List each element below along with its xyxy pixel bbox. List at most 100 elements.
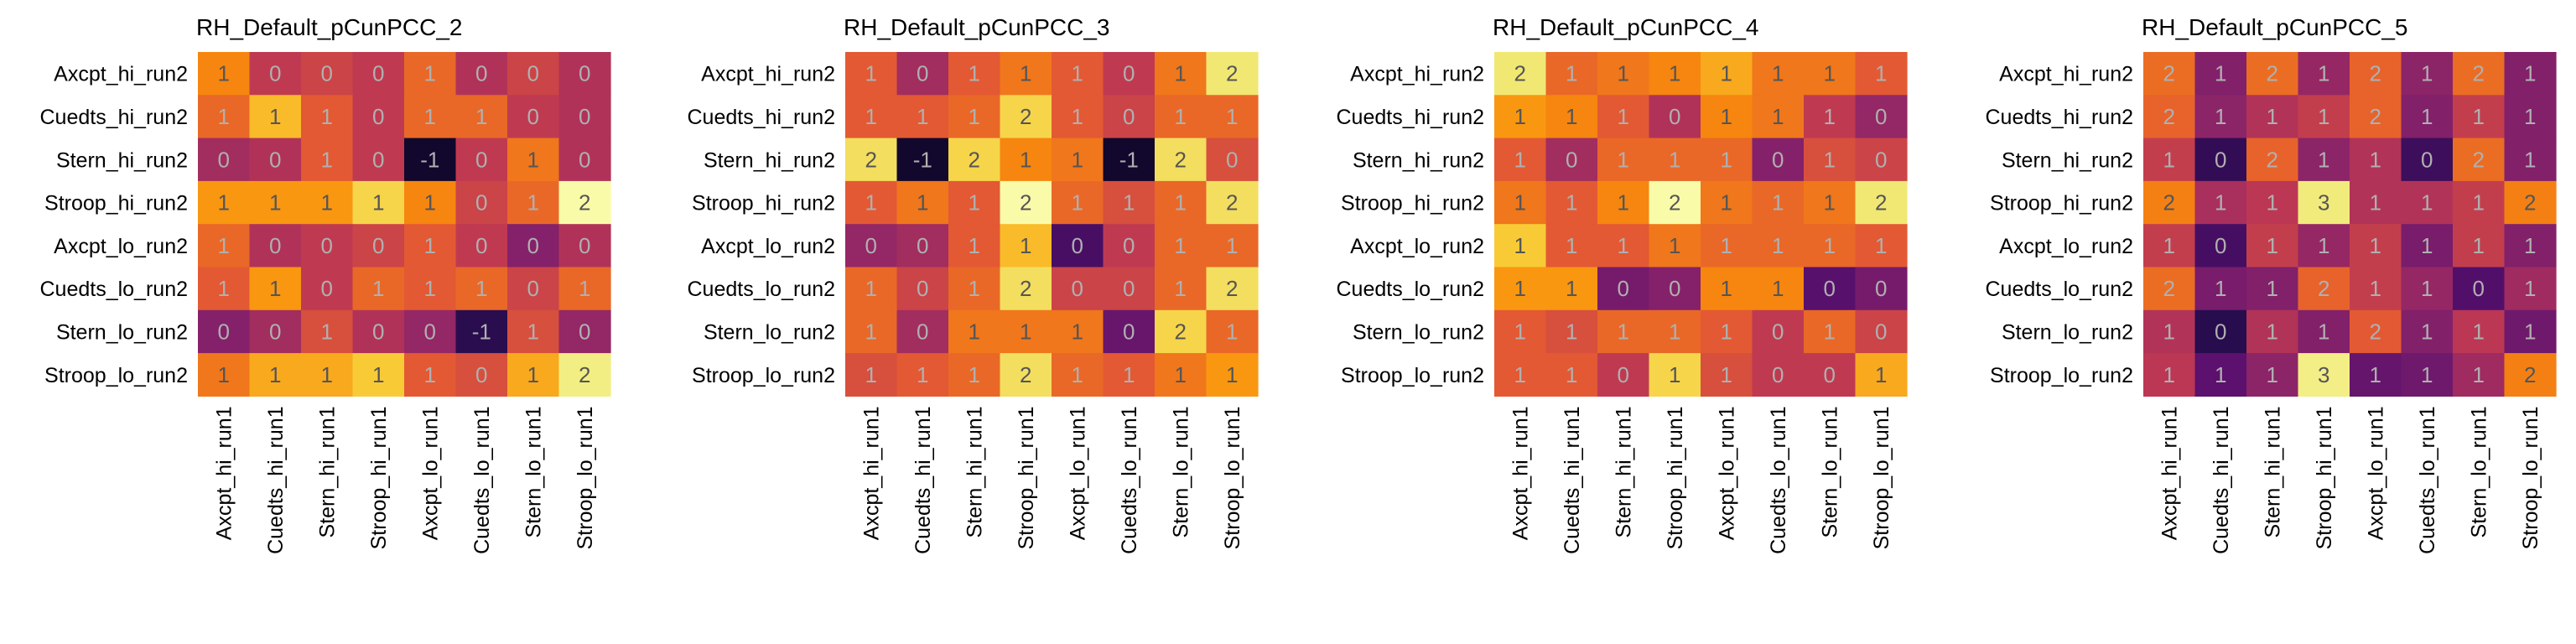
heatmap-cell — [301, 267, 354, 311]
cell-value-label: 1 — [1072, 147, 1083, 172]
cell-value-label: 2 — [865, 147, 877, 172]
cell-value-label: 0 — [372, 233, 384, 258]
heatmap-cell — [507, 180, 560, 225]
cell-value-label: 1 — [2318, 104, 2329, 129]
heatmap-cell — [1752, 353, 1805, 397]
cell-value-label: 1 — [218, 362, 230, 387]
heatmap-cell — [1701, 224, 1753, 268]
cell-value-label: 0 — [1226, 147, 1238, 172]
cell-value-label: 0 — [372, 147, 384, 172]
heatmap-cell — [845, 95, 898, 139]
heatmap-cell — [2246, 353, 2299, 397]
cell-value-label: 1 — [1772, 61, 1784, 86]
cell-value-label: 2 — [1875, 190, 1887, 216]
heatmap-cell — [2246, 224, 2299, 268]
cell-value-label: 0 — [1123, 104, 1135, 129]
cell-value-label: 2 — [2370, 104, 2381, 129]
cell-value-label: 1 — [1669, 61, 1680, 86]
cell-value-label: 1 — [2421, 190, 2433, 216]
heatmap-cell — [249, 309, 302, 354]
heatmap-cell — [1701, 267, 1753, 311]
heatmap-cell — [2246, 180, 2299, 225]
cell-value-label: 1 — [1618, 190, 1629, 216]
cell-value-label: 0 — [1875, 319, 1887, 344]
heatmap-panel: RH_Default_pCunPCC_5 2 1 2 1 2 1 2 1 2 1 1 1 2 1 1 1 1 0 2 1… — [1985, 14, 2557, 554]
cell-value-label: 0 — [321, 233, 333, 258]
y-tick-label: Cuedts_lo_run2 — [1336, 278, 1484, 301]
heatmap-cell — [2453, 138, 2506, 182]
cell-value-label: 1 — [1072, 362, 1083, 387]
heatmap-cell — [2504, 309, 2557, 354]
heatmap-cell — [404, 224, 457, 268]
heatmap-cell — [1494, 267, 1547, 311]
cell-value-label: 2 — [2163, 190, 2175, 216]
heatmap-cell — [1855, 309, 1908, 354]
heatmap-cell — [948, 138, 1001, 182]
y-tick-label: Stern_lo_run2 — [704, 320, 835, 344]
cell-value-label: 1 — [1721, 104, 1732, 129]
heatmap-cell — [558, 52, 611, 96]
heatmap-cell — [1701, 309, 1753, 354]
cell-value-label: 0 — [475, 233, 487, 258]
heatmap-cell — [896, 180, 949, 225]
cell-value-label: 1 — [218, 61, 230, 86]
cell-value-label: 0 — [475, 61, 487, 86]
cell-value-label: 1 — [1072, 319, 1083, 344]
cell-value-label: 1 — [1772, 190, 1784, 216]
cell-value-label: 2 — [2370, 319, 2381, 344]
heatmap-cell — [1000, 138, 1052, 182]
cell-value-label: 1 — [2318, 319, 2329, 344]
heatmap-cell — [352, 309, 405, 354]
heatmap-cell — [249, 224, 302, 268]
heatmap-cell — [1597, 138, 1650, 182]
cell-value-label: -1 — [913, 147, 932, 172]
heatmap-cell — [2143, 95, 2196, 139]
heatmap-cell — [1855, 95, 1908, 139]
y-tick-label: Stern_lo_run2 — [1353, 320, 1484, 344]
heatmap-cell — [249, 95, 302, 139]
heatmap-cell — [1103, 52, 1156, 96]
cell-value-label: 1 — [1824, 233, 1836, 258]
cell-value-label: 1 — [2215, 61, 2226, 86]
heatmap-cell — [1155, 353, 1208, 397]
heatmap-cell — [507, 52, 560, 96]
cell-value-label: 0 — [527, 276, 539, 301]
heatmap-cell — [2350, 267, 2402, 311]
cell-value-label: 1 — [527, 362, 539, 387]
y-tick-label: Cuedts_hi_run2 — [1336, 106, 1484, 129]
x-tick-label: Axcpt_hi_run1 — [213, 406, 236, 540]
cell-value-label: 1 — [2524, 276, 2536, 301]
cell-value-label: 0 — [2215, 147, 2226, 172]
cell-value-label: 1 — [2524, 319, 2536, 344]
cell-value-label: 2 — [1175, 319, 1187, 344]
heatmap-cell — [1155, 224, 1208, 268]
heatmap-cell — [352, 180, 405, 225]
heatmap-cell — [301, 180, 354, 225]
cell-value-label: 1 — [2267, 362, 2278, 387]
cell-value-label: 2 — [1020, 190, 1031, 216]
heatmap-cell — [1494, 353, 1547, 397]
cell-value-label: 2 — [2473, 61, 2485, 86]
cell-value-label: 0 — [2215, 233, 2226, 258]
heatmap-cell — [1052, 353, 1104, 397]
heatmap-cell — [1206, 267, 1259, 311]
cell-value-label: 1 — [2215, 190, 2226, 216]
heatmap-cell — [2246, 138, 2299, 182]
cell-value-label: 1 — [475, 276, 487, 301]
cell-value-label: 1 — [1020, 319, 1031, 344]
heatmap-cell — [1855, 267, 1908, 311]
cell-value-label: 1 — [1072, 190, 1083, 216]
cell-value-label: 1 — [2421, 104, 2433, 129]
x-tick-label: Axcpt_lo_run1 — [1716, 406, 1739, 540]
heatmap-cell — [198, 267, 251, 311]
y-tick-label: Stroop_hi_run2 — [692, 192, 835, 216]
heatmap-cell — [2246, 95, 2299, 139]
cell-value-label: 0 — [372, 319, 384, 344]
heatmap-cell — [455, 353, 508, 397]
heatmap-cell — [2194, 180, 2247, 225]
cell-value-label: 1 — [1566, 104, 1577, 129]
heatmap-cell — [1545, 353, 1598, 397]
cell-value-label: -1 — [472, 319, 491, 344]
cell-value-label: 1 — [2267, 104, 2278, 129]
